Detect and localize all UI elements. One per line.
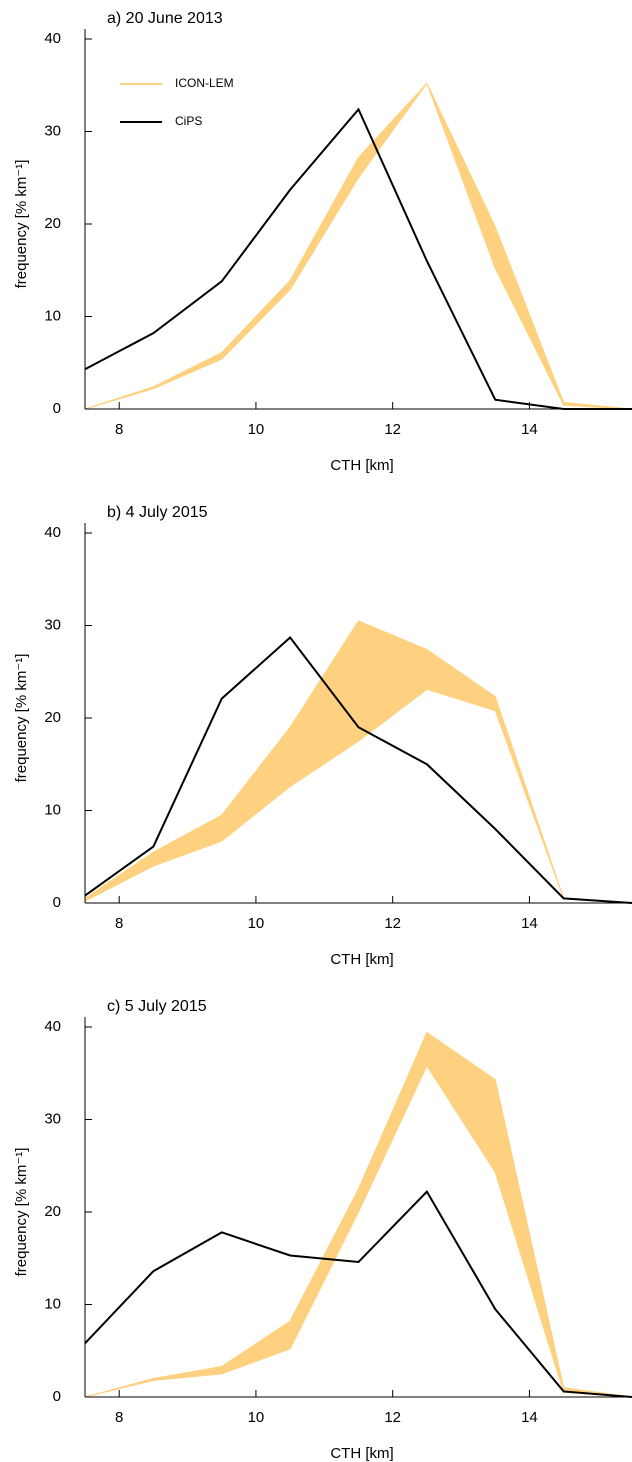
panel: c) 5 July 2015 0 10 20 30 40 8 10 12 14 CTH [km] fr… <box>13 998 632 1462</box>
x-tick-label: 8 <box>115 421 123 438</box>
x-axis-label: CTH [km] <box>330 457 393 474</box>
y-tick-label: 0 <box>53 894 61 911</box>
panel-title: c) 5 July 2015 <box>107 998 207 1015</box>
legend-label: CiPS <box>175 114 202 128</box>
y-axis-label: frequency [% km⁻¹] <box>13 1148 30 1277</box>
x-tick-label: 14 <box>521 1409 538 1426</box>
x-axis-label: CTH [km] <box>330 951 393 968</box>
band <box>84 82 632 410</box>
band <box>84 1031 632 1398</box>
y-tick-label: 40 <box>44 30 61 47</box>
y-tick-label: 10 <box>44 307 61 324</box>
x-tick-label: 10 <box>248 421 265 438</box>
y-tick-label: 10 <box>44 801 61 818</box>
x-tick-label: 8 <box>115 915 123 932</box>
y-tick-label: 30 <box>44 616 61 633</box>
y-tick-label: 0 <box>53 1388 61 1405</box>
y-tick-label: 10 <box>44 1295 61 1312</box>
y-axis-label: frequency [% km⁻¹] <box>13 160 30 289</box>
y-tick-label: 40 <box>44 1018 61 1035</box>
y-tick-label: 30 <box>44 122 61 139</box>
x-tick-label: 12 <box>384 1409 401 1426</box>
x-tick-label: 12 <box>384 915 401 932</box>
x-tick-label: 10 <box>248 1409 265 1426</box>
x-tick-label: 10 <box>248 915 265 932</box>
x-tick-label: 14 <box>521 421 538 438</box>
panel: b) 4 July 2015 0 10 20 30 40 8 10 12 14 CTH [km] fr… <box>13 504 632 968</box>
y-axis-label: frequency [% km⁻¹] <box>13 654 30 783</box>
line <box>84 636 632 904</box>
x-tick-label: 12 <box>384 421 401 438</box>
x-tick-label: 8 <box>115 1409 123 1426</box>
legend-label: ICON-LEM <box>175 76 234 90</box>
y-tick-label: 20 <box>44 1203 61 1220</box>
y-tick-label: 20 <box>44 709 61 726</box>
y-tick-label: 40 <box>44 524 61 541</box>
x-axis-label: CTH [km] <box>330 1445 393 1462</box>
panel-title: a) 20 June 2013 <box>107 10 223 27</box>
panel: a) 20 June 2013 0 10 20 30 40 8 10 12 14 CTH [km] f… <box>13 10 632 474</box>
band <box>84 620 565 902</box>
y-tick-label: 20 <box>44 215 61 232</box>
line <box>84 107 632 410</box>
x-tick-label: 14 <box>521 915 538 932</box>
y-tick-label: 0 <box>53 400 61 417</box>
panel-title: b) 4 July 2015 <box>107 504 208 521</box>
line <box>84 1190 632 1398</box>
y-tick-label: 30 <box>44 1110 61 1127</box>
